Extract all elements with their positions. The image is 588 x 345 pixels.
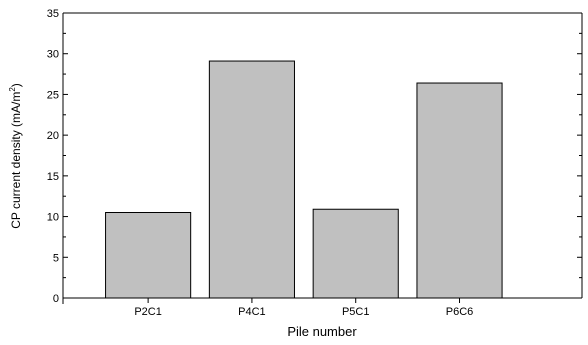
- y-axis-title-main: CP current density (mA/m: [9, 92, 23, 229]
- bars: [105, 60, 503, 299]
- y-tick-label: 5: [53, 252, 59, 264]
- bar: [312, 208, 399, 299]
- x-tick-label: P4C1: [238, 306, 266, 318]
- y-tick-label: 30: [47, 49, 59, 61]
- y-tick-label: 10: [47, 212, 59, 224]
- bar: [105, 212, 192, 299]
- x-tick-label: P5C1: [342, 306, 370, 318]
- y-tick-label: 25: [47, 89, 59, 101]
- y-tick-label: 0: [53, 293, 59, 305]
- y-tick-label: 15: [47, 171, 59, 183]
- x-axis-title: Pile number: [287, 324, 357, 339]
- bar: [208, 60, 295, 299]
- y-axis-title-close: ): [9, 83, 23, 87]
- y-axis-title-sup: 2: [8, 87, 17, 92]
- tick-labels: 0 5 10 15 20 25 30 35 P2C1 P4C1 P5C1 P6C6: [47, 8, 474, 318]
- y-tick-label: 20: [47, 130, 59, 142]
- y-tick-label: 35: [47, 8, 59, 20]
- bar: [416, 82, 503, 299]
- x-tick-label: P2C1: [134, 306, 162, 318]
- y-axis-title: CP current density (mA/m2): [8, 83, 23, 229]
- x-tick-label: P6C6: [446, 306, 474, 318]
